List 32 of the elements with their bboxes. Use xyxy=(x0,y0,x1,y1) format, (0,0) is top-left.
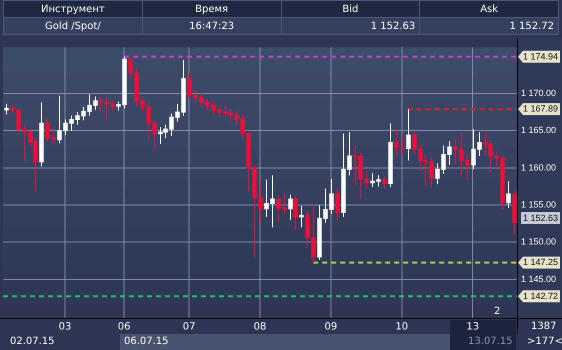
ref-line-label: 1 167.89 xyxy=(523,104,558,114)
y-tick-label: 1 160.00 xyxy=(521,162,556,172)
text: 13.07.15 xyxy=(468,336,513,347)
text: 16:47:23 xyxy=(142,18,281,34)
text: Bid xyxy=(281,0,420,18)
x-tick-label: 03 xyxy=(58,322,72,333)
text: 1 152.63 xyxy=(281,18,420,34)
y-tick-label: 1 150.00 xyxy=(521,236,556,247)
x-tick-label: 13 xyxy=(466,322,480,333)
annotation: 2 xyxy=(494,306,500,317)
x-tick-label: 10 xyxy=(395,322,408,333)
text: 02.07.15 xyxy=(10,336,55,347)
text: Время xyxy=(142,0,281,18)
y-tick-label: 1 155.00 xyxy=(521,199,556,210)
text: Gold /Spot/ xyxy=(4,18,142,34)
y-tick-label: 1 145.00 xyxy=(521,274,556,284)
y-tick-label: 1 165.00 xyxy=(521,125,556,136)
text: 1 152.72 xyxy=(420,18,558,34)
x-tick-label: 09 xyxy=(324,322,338,333)
ref-line-label: 1 142.72 xyxy=(523,290,558,301)
x-tick-label: 06 xyxy=(118,322,130,333)
x-tick-label: 07 xyxy=(182,322,196,333)
text: 1 152.63 xyxy=(521,212,560,224)
text: Ask xyxy=(420,0,558,18)
x-tick-label: 08 xyxy=(254,322,266,333)
text: 06.07.15 xyxy=(124,336,169,347)
ref-line-label: 1 147.25 xyxy=(523,257,558,268)
text: 1387 xyxy=(531,321,556,332)
text: >177< xyxy=(527,336,562,347)
text: Инструмент xyxy=(4,0,142,18)
ref-line-label: 1 174.94 xyxy=(523,51,558,62)
y-tick-label: 1 170.00 xyxy=(521,88,556,98)
